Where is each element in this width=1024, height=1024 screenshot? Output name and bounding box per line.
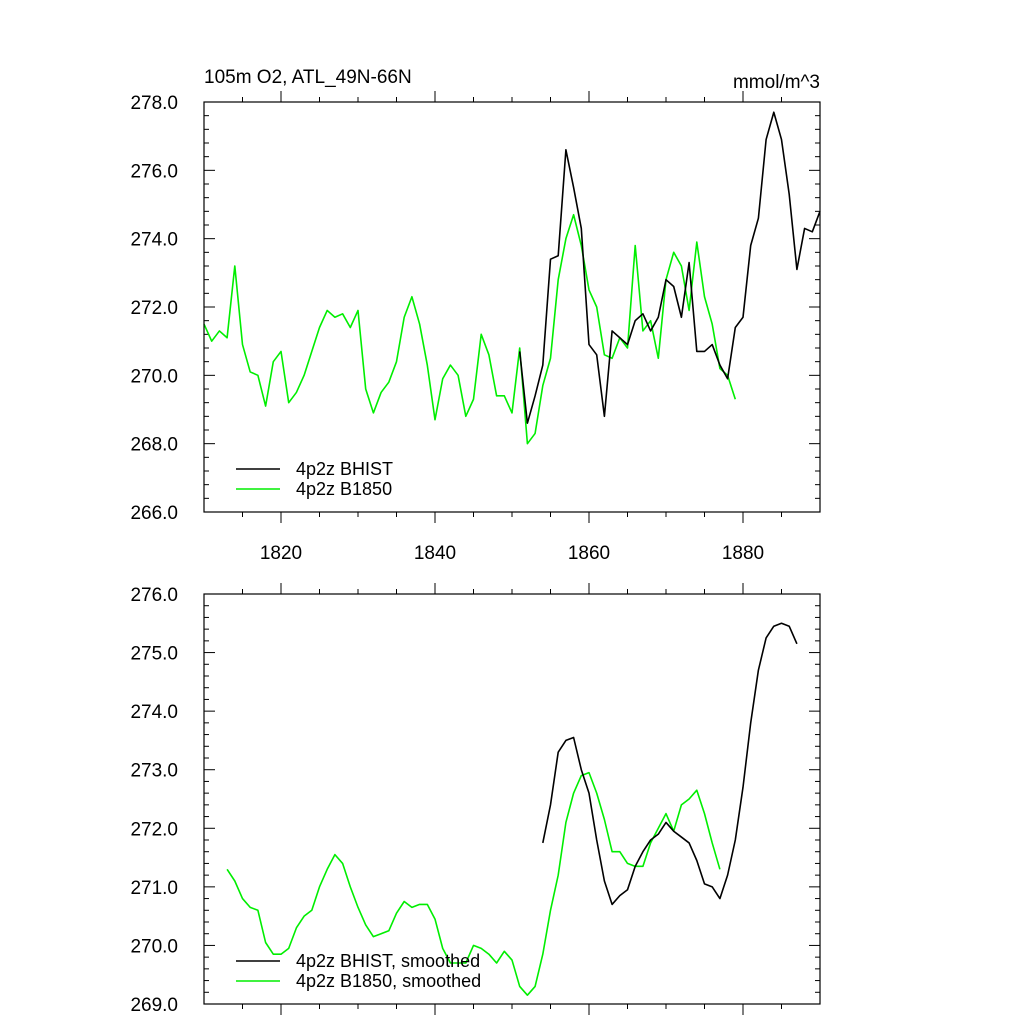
y-tick-label: 278.0 bbox=[130, 93, 178, 114]
y-tick-label: 272.0 bbox=[130, 298, 178, 319]
top-panel-units: mmol/m^3 bbox=[733, 72, 820, 93]
y-tick-label: 275.0 bbox=[130, 644, 178, 665]
y-tick-label: 270.0 bbox=[130, 366, 178, 387]
y-tick-label: 274.0 bbox=[130, 230, 178, 251]
top-panel: 105m O2, ATL_49N-66N mmol/m^3 1820 1840 18… bbox=[130, 67, 821, 564]
bottom-panel-series bbox=[226, 622, 798, 997]
series-line-b1850 bbox=[226, 771, 721, 997]
top-panel-title: 105m O2, ATL_49N-66N bbox=[204, 67, 412, 88]
x-tick-label: 1820 bbox=[260, 543, 302, 564]
bottom-panel-ticks: 269.0 270.0 271.0 272.0 273.0 274.0 275.0 276.0 bbox=[130, 583, 820, 1016]
y-tick-label: 273.0 bbox=[130, 761, 178, 782]
series-line-b1850 bbox=[203, 213, 737, 445]
bottom-panel-frame bbox=[203, 593, 821, 1005]
y-tick-label: 269.0 bbox=[130, 995, 178, 1016]
series-line-bhist bbox=[542, 622, 798, 906]
top-legend-bhist-label: 4p2z BHIST bbox=[296, 459, 393, 479]
bottom-legend: 4p2z BHIST, smoothed 4p2z B1850, smoothe… bbox=[236, 951, 481, 991]
top-legend: 4p2z BHIST 4p2z B1850 bbox=[236, 459, 393, 499]
top-panel-frame bbox=[203, 101, 821, 513]
bottom-panel: 269.0 270.0 271.0 272.0 273.0 274.0 275.0 276.0… bbox=[130, 583, 821, 1016]
series-line-bhist bbox=[518, 111, 821, 424]
y-tick-label: 268.0 bbox=[130, 435, 178, 456]
top-panel-ticks: 1820 1840 1860 1880 266.0 268.0 270.0 272.0 274.… bbox=[130, 91, 820, 564]
x-tick-label: 1840 bbox=[414, 543, 456, 564]
top-legend-b1850-label: 4p2z B1850 bbox=[296, 479, 392, 499]
top-panel-series bbox=[203, 111, 821, 445]
bottom-legend-bhist-label: 4p2z BHIST, smoothed bbox=[296, 951, 480, 971]
y-tick-label: 272.0 bbox=[130, 819, 178, 840]
y-tick-label: 276.0 bbox=[130, 585, 178, 606]
x-tick-label: 1860 bbox=[568, 543, 610, 564]
y-tick-label: 274.0 bbox=[130, 702, 178, 723]
y-tick-label: 276.0 bbox=[130, 161, 178, 182]
x-tick-label: 1880 bbox=[722, 543, 764, 564]
bottom-legend-b1850-label: 4p2z B1850, smoothed bbox=[296, 971, 481, 991]
y-tick-label: 270.0 bbox=[130, 936, 178, 957]
y-tick-label: 266.0 bbox=[130, 503, 178, 524]
y-tick-label: 271.0 bbox=[130, 878, 178, 899]
